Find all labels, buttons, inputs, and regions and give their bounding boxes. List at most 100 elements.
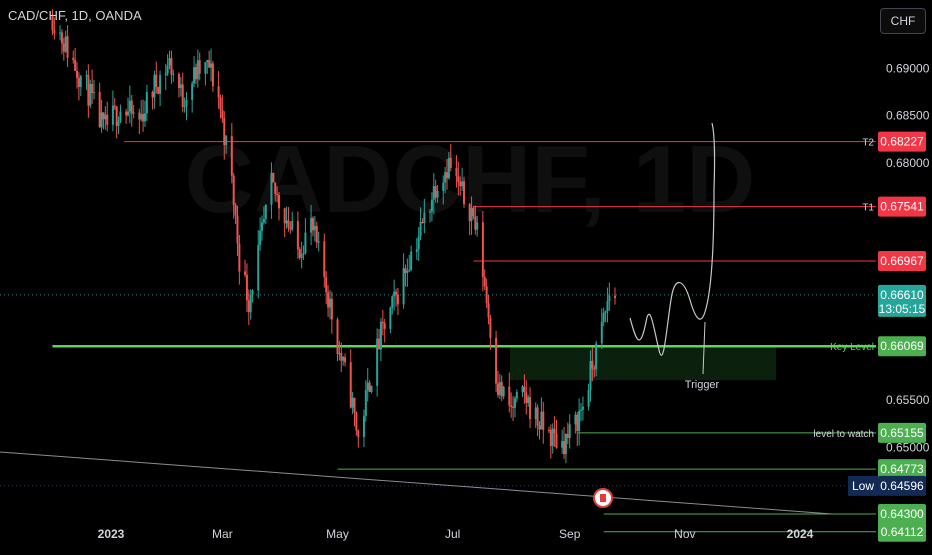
candle[interactable]	[508, 372, 511, 413]
candle[interactable]	[355, 411, 358, 436]
candle[interactable]	[164, 63, 167, 91]
candle[interactable]	[166, 54, 169, 77]
candle[interactable]	[259, 217, 262, 251]
candle[interactable]	[151, 90, 154, 110]
candle[interactable]	[421, 218, 424, 224]
candle[interactable]	[302, 245, 305, 260]
candle[interactable]	[495, 330, 498, 393]
candle[interactable]	[79, 74, 82, 97]
candle[interactable]	[472, 205, 475, 220]
candle[interactable]	[264, 204, 267, 225]
candle[interactable]	[566, 422, 569, 445]
candle[interactable]	[170, 50, 173, 84]
candle[interactable]	[587, 383, 590, 411]
candle[interactable]	[196, 49, 199, 88]
candle[interactable]	[206, 59, 209, 74]
candle[interactable]	[104, 106, 107, 130]
trend-line[interactable]	[0, 451, 833, 515]
candle[interactable]	[138, 108, 141, 135]
candle[interactable]	[513, 396, 516, 418]
candle[interactable]	[357, 429, 360, 448]
candle[interactable]	[87, 64, 90, 118]
candle[interactable]	[236, 205, 239, 257]
candle[interactable]	[76, 62, 79, 89]
candle[interactable]	[53, 17, 56, 40]
candle[interactable]	[446, 159, 449, 190]
candle[interactable]	[153, 70, 156, 109]
candle[interactable]	[125, 108, 128, 124]
candle[interactable]	[183, 97, 186, 113]
candle[interactable]	[330, 291, 333, 334]
candle[interactable]	[249, 289, 252, 320]
candle[interactable]	[502, 385, 505, 400]
candle[interactable]	[145, 84, 148, 122]
candle[interactable]	[404, 264, 407, 287]
candle[interactable]	[591, 347, 594, 382]
candle[interactable]	[419, 207, 422, 241]
candle[interactable]	[234, 202, 237, 224]
candle[interactable]	[470, 196, 473, 235]
candle[interactable]	[391, 295, 394, 315]
candle[interactable]	[172, 69, 175, 82]
candle[interactable]	[298, 247, 301, 260]
candle[interactable]	[244, 259, 247, 278]
candle[interactable]	[159, 70, 162, 107]
candle[interactable]	[379, 318, 382, 362]
candle[interactable]	[247, 289, 250, 325]
candle[interactable]	[563, 427, 566, 459]
candle[interactable]	[444, 166, 447, 194]
candle[interactable]	[142, 99, 145, 132]
candle[interactable]	[296, 211, 299, 259]
candle[interactable]	[342, 356, 345, 366]
candle[interactable]	[300, 241, 303, 269]
candle[interactable]	[219, 94, 222, 119]
candle[interactable]	[459, 176, 462, 196]
candle[interactable]	[177, 72, 180, 98]
candle[interactable]	[429, 208, 432, 223]
candle[interactable]	[368, 380, 371, 393]
candle[interactable]	[113, 97, 116, 110]
candle[interactable]	[376, 328, 379, 397]
candle[interactable]	[77, 72, 80, 101]
currency-button[interactable]: CHF	[880, 8, 926, 34]
candle[interactable]	[415, 238, 418, 260]
candle[interactable]	[547, 426, 550, 433]
candle[interactable]	[115, 105, 118, 139]
candle[interactable]	[130, 95, 133, 127]
candle[interactable]	[474, 205, 477, 235]
candle[interactable]	[328, 290, 331, 320]
candle[interactable]	[383, 319, 386, 343]
candle[interactable]	[315, 221, 318, 249]
candle[interactable]	[436, 184, 439, 203]
candle[interactable]	[393, 279, 396, 311]
candle[interactable]	[381, 309, 384, 336]
candle[interactable]	[232, 172, 235, 219]
candle[interactable]	[221, 94, 224, 123]
candle[interactable]	[527, 394, 530, 407]
candle[interactable]	[211, 60, 214, 92]
candle[interactable]	[210, 48, 213, 82]
candle[interactable]	[276, 186, 279, 203]
candle[interactable]	[62, 37, 65, 61]
candle[interactable]	[238, 234, 241, 285]
candle[interactable]	[406, 258, 409, 287]
candle[interactable]	[496, 370, 499, 398]
candle[interactable]	[434, 179, 437, 203]
candle[interactable]	[74, 48, 77, 72]
candle[interactable]	[449, 143, 452, 172]
candle[interactable]	[157, 86, 160, 95]
candle[interactable]	[283, 207, 286, 237]
candle[interactable]	[608, 282, 611, 311]
candle[interactable]	[251, 289, 254, 303]
candle[interactable]	[476, 215, 479, 237]
candle[interactable]	[410, 245, 413, 272]
candle[interactable]	[51, 9, 54, 36]
candle[interactable]	[423, 198, 426, 234]
candle[interactable]	[179, 76, 182, 97]
candle[interactable]	[261, 215, 264, 241]
candle[interactable]	[542, 401, 545, 444]
candle[interactable]	[272, 172, 275, 183]
candle[interactable]	[311, 216, 314, 237]
canada-flag-icon[interactable]	[593, 488, 613, 508]
